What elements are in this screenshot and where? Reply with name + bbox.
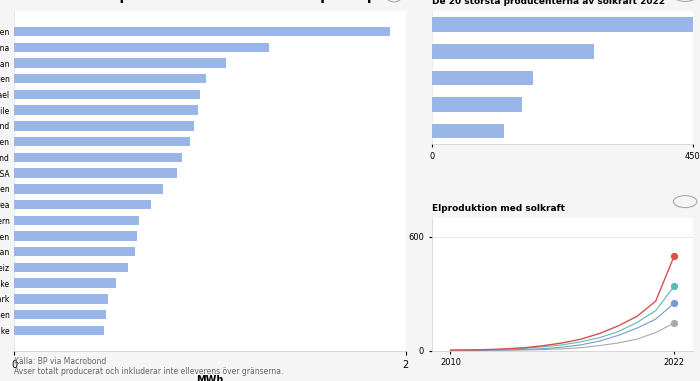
Bar bbox=[14, 326, 104, 335]
Bar bbox=[14, 27, 390, 36]
Text: Källa: BP via Macrobond: Källa: BP via Macrobond bbox=[14, 357, 106, 366]
Point bbox=[668, 253, 680, 259]
Text: De 20 största producenterna av solkraft per capita 2022: De 20 största producenterna av solkraft … bbox=[14, 0, 438, 3]
Point bbox=[668, 300, 680, 306]
Bar bbox=[14, 74, 206, 83]
Bar bbox=[432, 18, 693, 32]
Bar bbox=[14, 137, 190, 146]
Bar bbox=[14, 43, 269, 52]
X-axis label: MWh: MWh bbox=[196, 375, 223, 381]
Bar bbox=[432, 70, 533, 85]
Bar bbox=[432, 124, 505, 138]
Bar bbox=[14, 168, 176, 178]
Bar bbox=[14, 106, 198, 115]
Bar bbox=[14, 231, 137, 241]
Bar bbox=[14, 184, 163, 194]
Bar bbox=[14, 58, 225, 68]
Bar bbox=[14, 216, 139, 225]
Bar bbox=[14, 153, 183, 162]
Point bbox=[668, 283, 680, 289]
Bar bbox=[432, 97, 522, 112]
Bar bbox=[14, 279, 116, 288]
Text: De 20 största producenterna av solkraft 2022: De 20 största producenterna av solkraft … bbox=[432, 0, 665, 6]
Text: Elproduktion med solkraft: Elproduktion med solkraft bbox=[432, 203, 565, 213]
Bar bbox=[14, 200, 151, 209]
Bar bbox=[14, 247, 135, 256]
Bar bbox=[14, 90, 200, 99]
Bar bbox=[14, 294, 108, 304]
Bar bbox=[432, 44, 594, 59]
Point bbox=[668, 320, 680, 326]
Bar bbox=[14, 263, 127, 272]
Bar bbox=[14, 310, 106, 319]
Bar bbox=[14, 121, 194, 131]
Text: Avser totalt producerat och inkluderar inte elleverens över gränserna.: Avser totalt producerat och inkluderar i… bbox=[14, 367, 284, 376]
